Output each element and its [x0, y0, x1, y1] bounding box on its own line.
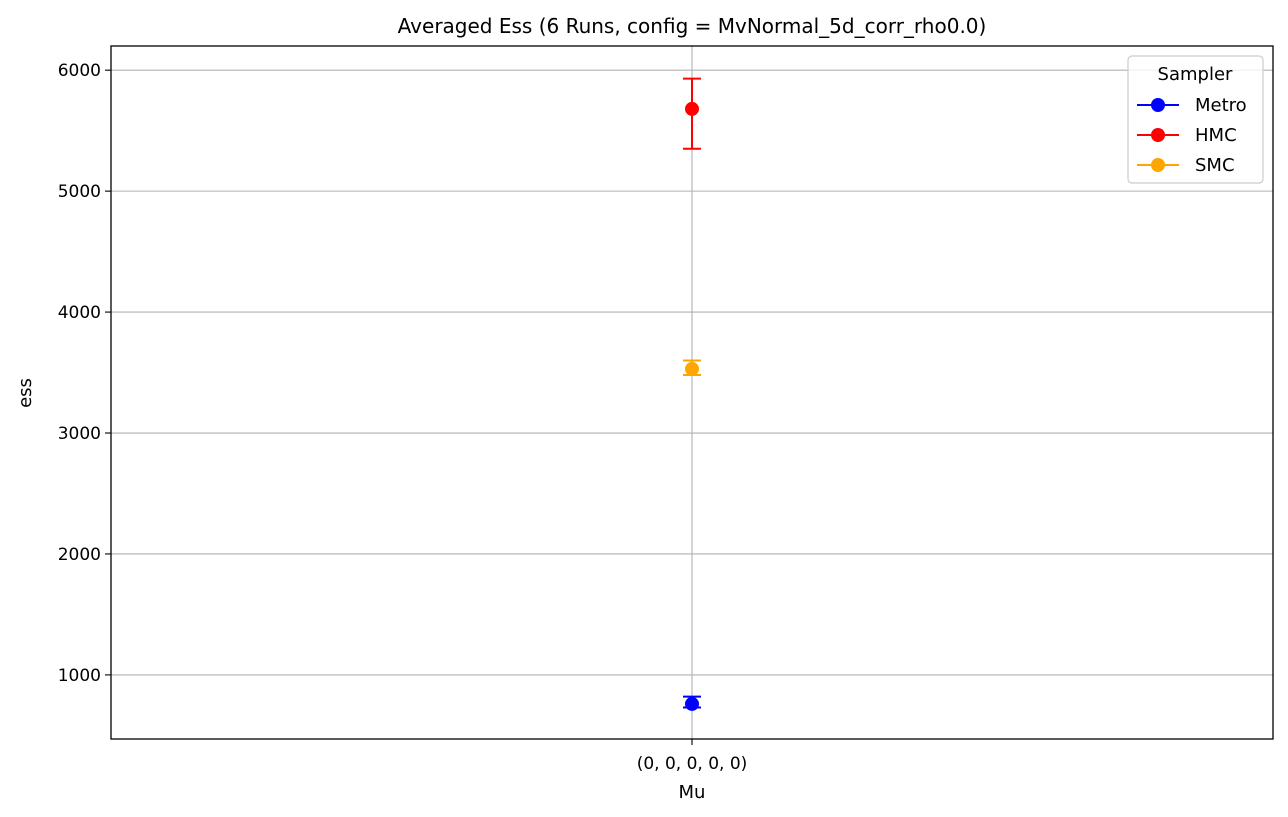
grid-lines [111, 46, 1273, 739]
x-axis-ticks: (0, 0, 0, 0, 0) [637, 739, 748, 774]
y-tick-label: 4000 [58, 303, 101, 323]
y-tick-label: 2000 [58, 545, 101, 565]
legend-items: Metro HMC SMC [1137, 95, 1247, 176]
chart-title: Averaged Ess (6 Runs, config = MvNormal_… [398, 14, 987, 38]
point-smc [685, 361, 699, 376]
legend: Sampler Metro HMC SMC [1127, 55, 1264, 184]
x-tick-label: (0, 0, 0, 0, 0) [637, 754, 748, 774]
x-axis-label: Mu [679, 782, 706, 803]
data-marks [683, 77, 701, 711]
y-axis-label: ess [15, 378, 36, 408]
y-tick-label: 1000 [58, 666, 101, 686]
legend-label-metro: Metro [1195, 95, 1247, 116]
legend-label-smc: SMC [1195, 155, 1235, 176]
y-tick-label: 3000 [58, 424, 101, 444]
y-tick-label: 6000 [58, 61, 101, 81]
legend-marker-smc [1151, 158, 1165, 172]
legend-marker-metro [1151, 98, 1165, 112]
legend-marker-hmc [1151, 128, 1165, 142]
y-tick-label: 5000 [58, 182, 101, 202]
legend-box [1127, 55, 1264, 184]
y-axis-ticks: 1000 2000 3000 4000 5000 6000 [58, 61, 111, 686]
point-metro [685, 696, 699, 711]
legend-label-hmc: HMC [1195, 125, 1237, 146]
point-hmc [685, 101, 699, 116]
legend-title: Sampler [1158, 64, 1233, 85]
